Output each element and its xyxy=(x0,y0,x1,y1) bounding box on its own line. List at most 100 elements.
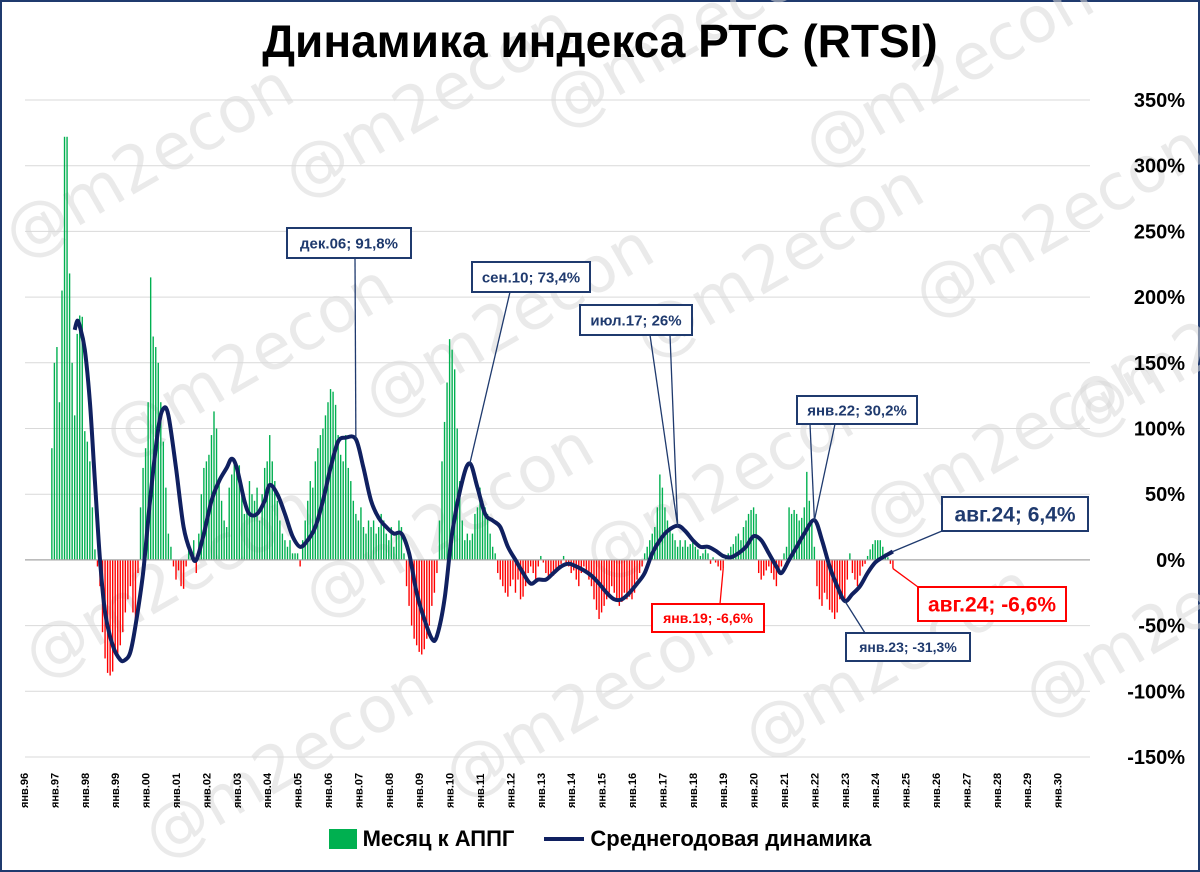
x-tick-label: янв.07 xyxy=(353,773,365,808)
x-tick-label: янв.28 xyxy=(992,773,1004,808)
bar xyxy=(631,559,633,600)
bar xyxy=(274,481,276,560)
bar xyxy=(681,546,684,560)
bar xyxy=(702,553,704,560)
bar xyxy=(562,555,565,560)
bar xyxy=(355,513,357,560)
annotation-label: дек.06; 91,8% xyxy=(300,235,398,252)
bar xyxy=(745,520,747,560)
x-tick-label: янв.18 xyxy=(688,773,700,808)
bar xyxy=(350,481,352,560)
bar xyxy=(806,471,808,560)
bar xyxy=(737,533,740,560)
bar xyxy=(877,540,879,560)
x-tick-label: янв.03 xyxy=(232,773,244,808)
bar xyxy=(365,533,367,560)
x-tick-label: янв.97 xyxy=(49,773,61,808)
bar xyxy=(256,487,258,560)
bar xyxy=(778,559,780,574)
bar xyxy=(598,559,600,620)
bar xyxy=(689,544,691,560)
annotation: янв.22; 30,2% xyxy=(796,395,918,521)
bar xyxy=(692,540,694,560)
annotation-leader xyxy=(649,334,679,526)
bar xyxy=(165,487,167,560)
bar xyxy=(241,487,243,560)
bar xyxy=(471,533,474,560)
bar xyxy=(823,559,826,593)
annotation-leader xyxy=(813,423,836,521)
bar xyxy=(342,461,344,560)
bar xyxy=(314,461,317,560)
bar xyxy=(466,533,469,560)
bar xyxy=(431,559,433,606)
bar xyxy=(833,559,836,620)
y-axis-ticks: 350% 300% 250% 200% 150% 100% 50% 0% -50% -100% -1… xyxy=(1127,90,1185,769)
annotations-layer: дек.06; 91,8% сен.10; 73,4% июл.17; 26% янв… xyxy=(286,227,1089,662)
bar xyxy=(854,559,856,580)
bar xyxy=(187,546,190,560)
annotation-box xyxy=(796,395,918,425)
watermark-text: @m2econ xyxy=(0,49,306,274)
bar xyxy=(661,487,664,560)
bar xyxy=(236,467,238,560)
annotation-box xyxy=(286,227,412,259)
bar xyxy=(502,559,504,587)
grid-lines xyxy=(25,99,1090,758)
annotation-label: янв.19; -6,6% xyxy=(663,610,753,626)
bar xyxy=(251,494,253,560)
y-tick-label: 100% xyxy=(1134,419,1185,441)
bar xyxy=(172,559,175,567)
x-tick-label: янв.21 xyxy=(779,773,791,808)
bar xyxy=(127,559,129,600)
bar xyxy=(608,559,610,593)
bar xyxy=(258,520,261,560)
bar xyxy=(215,428,218,560)
bar xyxy=(132,559,134,613)
bar xyxy=(537,559,539,567)
bar xyxy=(638,559,641,574)
bar xyxy=(588,559,590,580)
x-tick-label: янв.25 xyxy=(901,773,913,808)
bar xyxy=(575,559,577,580)
bar xyxy=(426,559,428,639)
bar xyxy=(89,461,91,560)
x-tick-label: янв.26 xyxy=(931,773,943,808)
bar xyxy=(375,533,377,560)
y-tick-label: 300% xyxy=(1134,156,1185,178)
bar xyxy=(144,448,147,560)
x-tick-label: янв.96 xyxy=(19,773,31,808)
bar xyxy=(312,487,314,560)
bar xyxy=(666,520,669,560)
bar xyxy=(616,559,618,600)
bar xyxy=(793,509,795,560)
x-tick-label: янв.11 xyxy=(475,773,487,808)
bar xyxy=(111,559,114,672)
legend-label-bars: Месяц к АППГ xyxy=(362,826,515,851)
bar xyxy=(613,559,615,593)
x-tick-label: янв.00 xyxy=(141,773,153,808)
bar xyxy=(261,494,263,560)
bar xyxy=(73,415,76,560)
bar xyxy=(200,494,203,560)
annotation-leader xyxy=(719,568,724,605)
bar xyxy=(732,544,735,560)
bar xyxy=(497,559,499,574)
x-tick-label: янв.08 xyxy=(384,773,396,808)
bar xyxy=(180,559,182,587)
bar xyxy=(281,533,284,560)
bar xyxy=(339,454,342,560)
bar xyxy=(790,513,793,560)
bar xyxy=(811,520,813,560)
bar xyxy=(529,559,532,567)
bar xyxy=(167,533,170,560)
bar xyxy=(818,559,821,600)
bar xyxy=(714,559,717,563)
bar xyxy=(296,553,299,560)
bar xyxy=(134,559,137,626)
bar xyxy=(61,290,63,560)
bar xyxy=(122,559,124,633)
bar xyxy=(301,540,304,560)
